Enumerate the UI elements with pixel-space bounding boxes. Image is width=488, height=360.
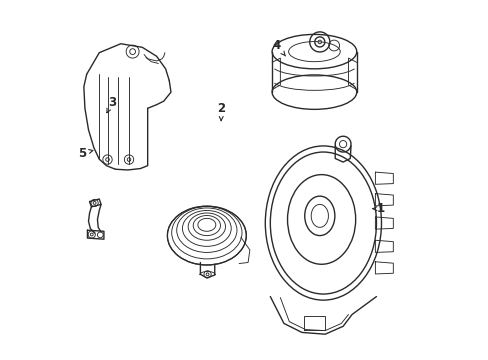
Text: 3: 3 [107,96,116,113]
Text: 4: 4 [272,39,285,56]
Text: 5: 5 [78,147,93,159]
Text: 2: 2 [217,102,225,121]
Text: 1: 1 [372,202,384,215]
